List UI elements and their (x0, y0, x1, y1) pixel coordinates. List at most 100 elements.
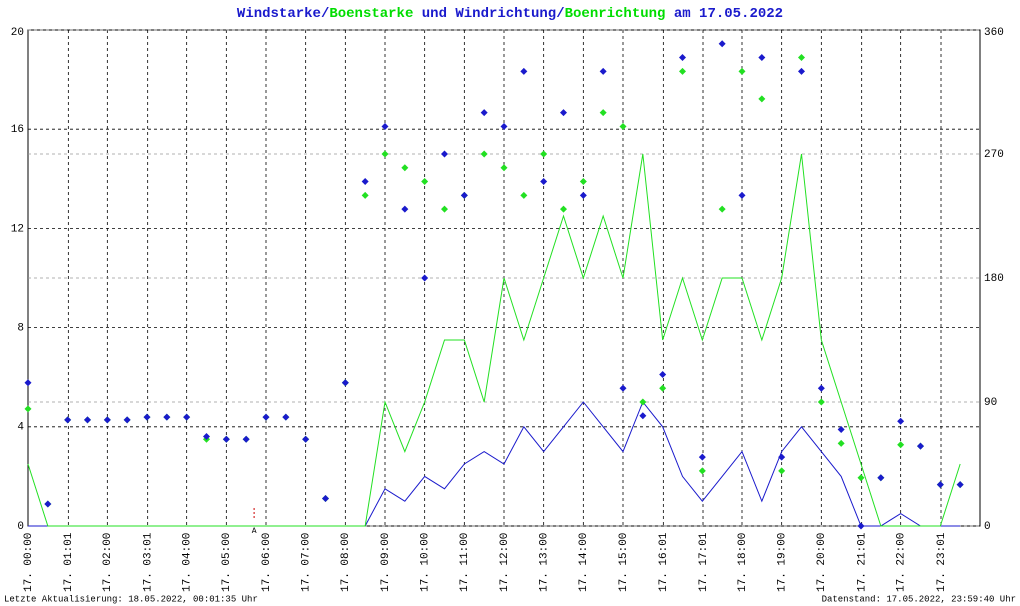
direction-point (163, 413, 171, 421)
direction-point (639, 398, 647, 406)
direction-point (143, 413, 151, 421)
x-tick-label: 17. 23:01 (936, 532, 948, 592)
direction-point (203, 432, 210, 440)
x-tick-label: 17. 01:01 (63, 532, 75, 592)
x-tick-label: 17. 13:00 (539, 533, 551, 592)
direction-point (381, 122, 389, 130)
x-tick-label: 17. 17:01 (698, 532, 710, 592)
direction-point (579, 178, 587, 186)
direction-point (560, 109, 567, 117)
direction-point (480, 109, 488, 117)
direction-point (24, 379, 32, 387)
y2-tick-label: 360 (984, 27, 1004, 39)
x-tick-label: 17. 21:01 (857, 532, 869, 592)
direction-point (341, 379, 349, 387)
direction-point (837, 439, 845, 447)
direction-point (123, 416, 131, 424)
title-part: Boenrichtung (565, 6, 666, 22)
x-tick-label: 17. 09:00 (380, 533, 392, 592)
direction-point (619, 122, 627, 130)
direction-point (322, 494, 329, 502)
direction-point (520, 67, 528, 75)
direction-point (599, 67, 607, 75)
direction-point (560, 205, 567, 213)
y2-tick-label: 180 (984, 273, 1004, 285)
direction-point (817, 398, 825, 406)
direction-point (103, 416, 111, 424)
direction-point (897, 441, 905, 449)
direction-point (659, 384, 667, 392)
direction-point (599, 109, 607, 117)
y-tick-label: 12 (11, 223, 24, 235)
direction-point (381, 150, 389, 158)
direction-point (738, 191, 746, 199)
x-tick-label: 17. 14:00 (578, 533, 590, 592)
direction-point (500, 122, 508, 130)
x-tick-label: 17. 15:00 (618, 533, 630, 592)
direction-point (897, 417, 905, 425)
title-part: Windrichtung (455, 6, 556, 22)
direction-point (441, 150, 448, 158)
direction-point (718, 40, 726, 48)
direction-point (619, 384, 627, 392)
x-tick-label: 17. 07:00 (301, 533, 313, 592)
direction-point (579, 191, 587, 199)
direction-point (639, 412, 647, 420)
direction-point (877, 474, 885, 482)
x-tick-label: 17. 20:00 (816, 533, 828, 592)
x-tick-label: 17. 18:00 (737, 533, 749, 592)
direction-point (282, 413, 290, 421)
y-tick-label: 16 (11, 124, 24, 136)
direction-point (718, 205, 726, 213)
direction-point (738, 67, 746, 75)
direction-point (798, 54, 805, 62)
direction-point (401, 205, 409, 213)
direction-point (222, 435, 230, 443)
direction-point (421, 274, 429, 282)
direction-point (917, 442, 924, 450)
direction-point (441, 205, 448, 213)
direction-point (857, 474, 865, 482)
direction-point (778, 467, 786, 475)
direction-point (540, 150, 548, 158)
direction-point (679, 54, 686, 62)
direction-point (302, 435, 310, 443)
x-tick-label: 17. 11:00 (459, 533, 471, 592)
x-tick-label: 17. 22:00 (896, 533, 908, 592)
annotation-label: A (252, 527, 257, 536)
direction-point (758, 95, 766, 103)
direction-point (857, 522, 865, 530)
direction-point (679, 67, 686, 75)
x-tick-label: 17. 00:00 (23, 533, 35, 592)
direction-point (401, 164, 409, 172)
footer-right: Datenstand: 17.05.2022, 23:59:40 Uhr (822, 594, 1016, 604)
y-tick-label: 8 (17, 323, 24, 335)
title-part: am 17.05.2022 (665, 6, 783, 22)
direction-point (837, 426, 845, 434)
direction-point (817, 384, 825, 392)
direction-point (698, 453, 706, 461)
direction-point (520, 191, 528, 199)
x-tick-label: 17. 02:00 (102, 533, 114, 592)
y-tick-label: 4 (17, 422, 24, 434)
x-tick-label: 17. 04:00 (182, 533, 194, 592)
x-tick-label: 17. 12:00 (499, 533, 511, 592)
direction-point (659, 370, 667, 378)
direction-point (778, 453, 786, 461)
direction-point (84, 416, 91, 424)
y2-tick-label: 270 (984, 149, 1004, 161)
chart-title: Windstarke/Boenstarke und Windrichtung/B… (237, 6, 783, 22)
title-part: und (413, 6, 455, 22)
direction-point (421, 178, 429, 186)
direction-point (480, 150, 488, 158)
direction-point (936, 481, 944, 489)
title-part: Boenstarke (329, 6, 413, 22)
line-series (28, 401, 961, 527)
x-tick-label: 17. 03:01 (143, 532, 155, 592)
direction-point (798, 67, 805, 75)
title-part: Windstarke (237, 6, 321, 22)
direction-point (361, 191, 369, 199)
y2-tick-label: 90 (984, 397, 997, 409)
direction-point (361, 178, 369, 186)
